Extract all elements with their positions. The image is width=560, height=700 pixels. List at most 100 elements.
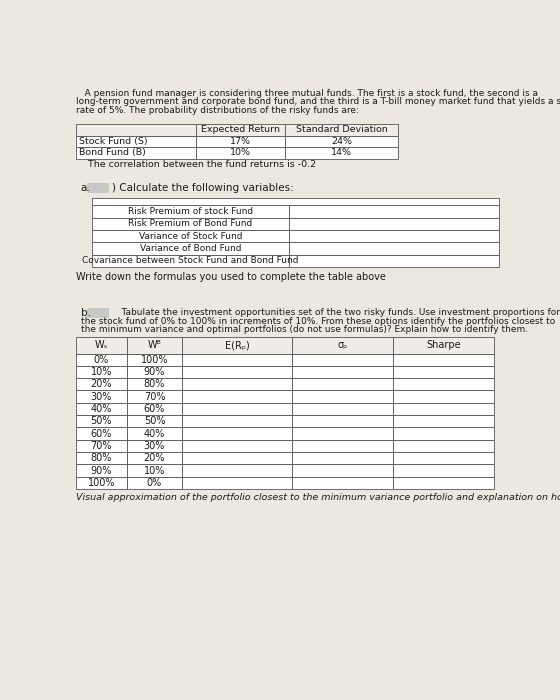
Bar [183, 391, 292, 402]
Bar [92, 230, 290, 242]
Bar [76, 464, 127, 477]
Text: A pension fund manager is considering three mutual funds. The first is a stock f: A pension fund manager is considering th… [76, 89, 538, 97]
Text: 70%: 70% [91, 441, 112, 451]
Text: Risk Premium of Bond Fund: Risk Premium of Bond Fund [128, 219, 253, 228]
Text: 10%: 10% [91, 367, 112, 377]
Bar [286, 124, 398, 136]
Bar [292, 452, 393, 464]
Bar [290, 230, 498, 242]
Bar [76, 354, 127, 366]
Bar [292, 337, 393, 354]
Bar [183, 354, 292, 366]
Bar [393, 428, 494, 440]
Text: 0%: 0% [147, 478, 162, 488]
Bar [76, 136, 197, 147]
Bar [197, 147, 286, 159]
Bar [76, 440, 127, 452]
Bar [76, 452, 127, 464]
Text: 90%: 90% [91, 466, 112, 475]
Bar [92, 242, 290, 255]
Text: Covariance between Stock Fund and Bond Fund: Covariance between Stock Fund and Bond F… [82, 256, 299, 265]
Bar [393, 337, 494, 354]
Bar [393, 464, 494, 477]
Bar [76, 402, 127, 415]
Text: 70%: 70% [144, 391, 165, 402]
Text: 40%: 40% [144, 428, 165, 439]
Bar [127, 337, 183, 354]
Text: E(Rₚ): E(Rₚ) [225, 340, 250, 350]
Text: The correlation between the fund returns is -0.2: The correlation between the fund returns… [76, 160, 316, 169]
Text: 90%: 90% [144, 367, 165, 377]
Bar [197, 124, 286, 136]
Text: rate of 5%. The probability distributions of the risky funds are:: rate of 5%. The probability distribution… [76, 106, 359, 115]
Bar [292, 354, 393, 366]
Bar [183, 477, 292, 489]
Bar [76, 477, 127, 489]
Bar [292, 402, 393, 415]
Bar [92, 255, 290, 267]
Bar [76, 391, 127, 402]
Text: Wₛ: Wₛ [95, 340, 108, 350]
Bar [127, 415, 183, 428]
Text: 100%: 100% [87, 478, 115, 488]
Bar [183, 366, 292, 378]
Bar [127, 391, 183, 402]
Bar [76, 415, 127, 428]
Text: Bond Fund (B): Bond Fund (B) [80, 148, 146, 158]
Bar [290, 218, 498, 230]
Bar [92, 205, 290, 218]
Bar [127, 378, 183, 391]
Bar [127, 428, 183, 440]
Bar [290, 255, 498, 267]
Text: Wᴮ: Wᴮ [148, 340, 161, 350]
Bar [127, 440, 183, 452]
Bar [393, 477, 494, 489]
Bar [286, 147, 398, 159]
Text: 100%: 100% [141, 355, 168, 365]
Bar [393, 366, 494, 378]
Text: Sharpe: Sharpe [426, 340, 461, 350]
Bar [197, 136, 286, 147]
Text: Variance of Bond Fund: Variance of Bond Fund [140, 244, 241, 253]
Bar [393, 415, 494, 428]
Bar [183, 378, 292, 391]
Bar [92, 218, 290, 230]
Text: Expected Return: Expected Return [202, 125, 281, 134]
Text: 10%: 10% [144, 466, 165, 475]
Text: the stock fund of 0% to 100% in increments of 10%. From these options identify t: the stock fund of 0% to 100% in incremen… [81, 316, 555, 326]
Bar [290, 242, 498, 255]
Bar [292, 477, 393, 489]
Bar [183, 452, 292, 464]
Text: 17%: 17% [230, 137, 251, 146]
Bar [127, 402, 183, 415]
Bar [76, 366, 127, 378]
Text: Standard Deviation: Standard Deviation [296, 125, 388, 134]
Bar [393, 378, 494, 391]
Bar [127, 477, 183, 489]
Bar [127, 354, 183, 366]
Text: Write down the formulas you used to complete the table above: Write down the formulas you used to comp… [76, 272, 386, 281]
Text: ) Calculate the following variables:: ) Calculate the following variables: [112, 183, 293, 193]
Text: Visual approximation of the portfolio closest to the minimum variance portfolio : Visual approximation of the portfolio cl… [76, 493, 560, 502]
Text: 0%: 0% [94, 355, 109, 365]
Bar [76, 124, 197, 136]
Bar [292, 415, 393, 428]
Bar [183, 415, 292, 428]
Text: long-term government and corporate bond fund, and the third is a T-bill money ma: long-term government and corporate bond … [76, 97, 560, 106]
Text: a.: a. [81, 183, 91, 193]
Text: 80%: 80% [91, 453, 112, 463]
Text: 50%: 50% [144, 416, 165, 426]
Bar [393, 452, 494, 464]
Bar [292, 366, 393, 378]
Text: 24%: 24% [331, 137, 352, 146]
Text: 40%: 40% [91, 404, 112, 414]
Bar [286, 136, 398, 147]
Bar [292, 391, 393, 402]
Bar [127, 452, 183, 464]
Text: 10%: 10% [230, 148, 251, 158]
Bar [393, 391, 494, 402]
Text: 20%: 20% [144, 453, 165, 463]
Bar [87, 308, 109, 318]
Bar [292, 378, 393, 391]
Text: the minimum variance and optimal portfolios (do not use formulas)? Explain how t: the minimum variance and optimal portfol… [81, 325, 528, 334]
